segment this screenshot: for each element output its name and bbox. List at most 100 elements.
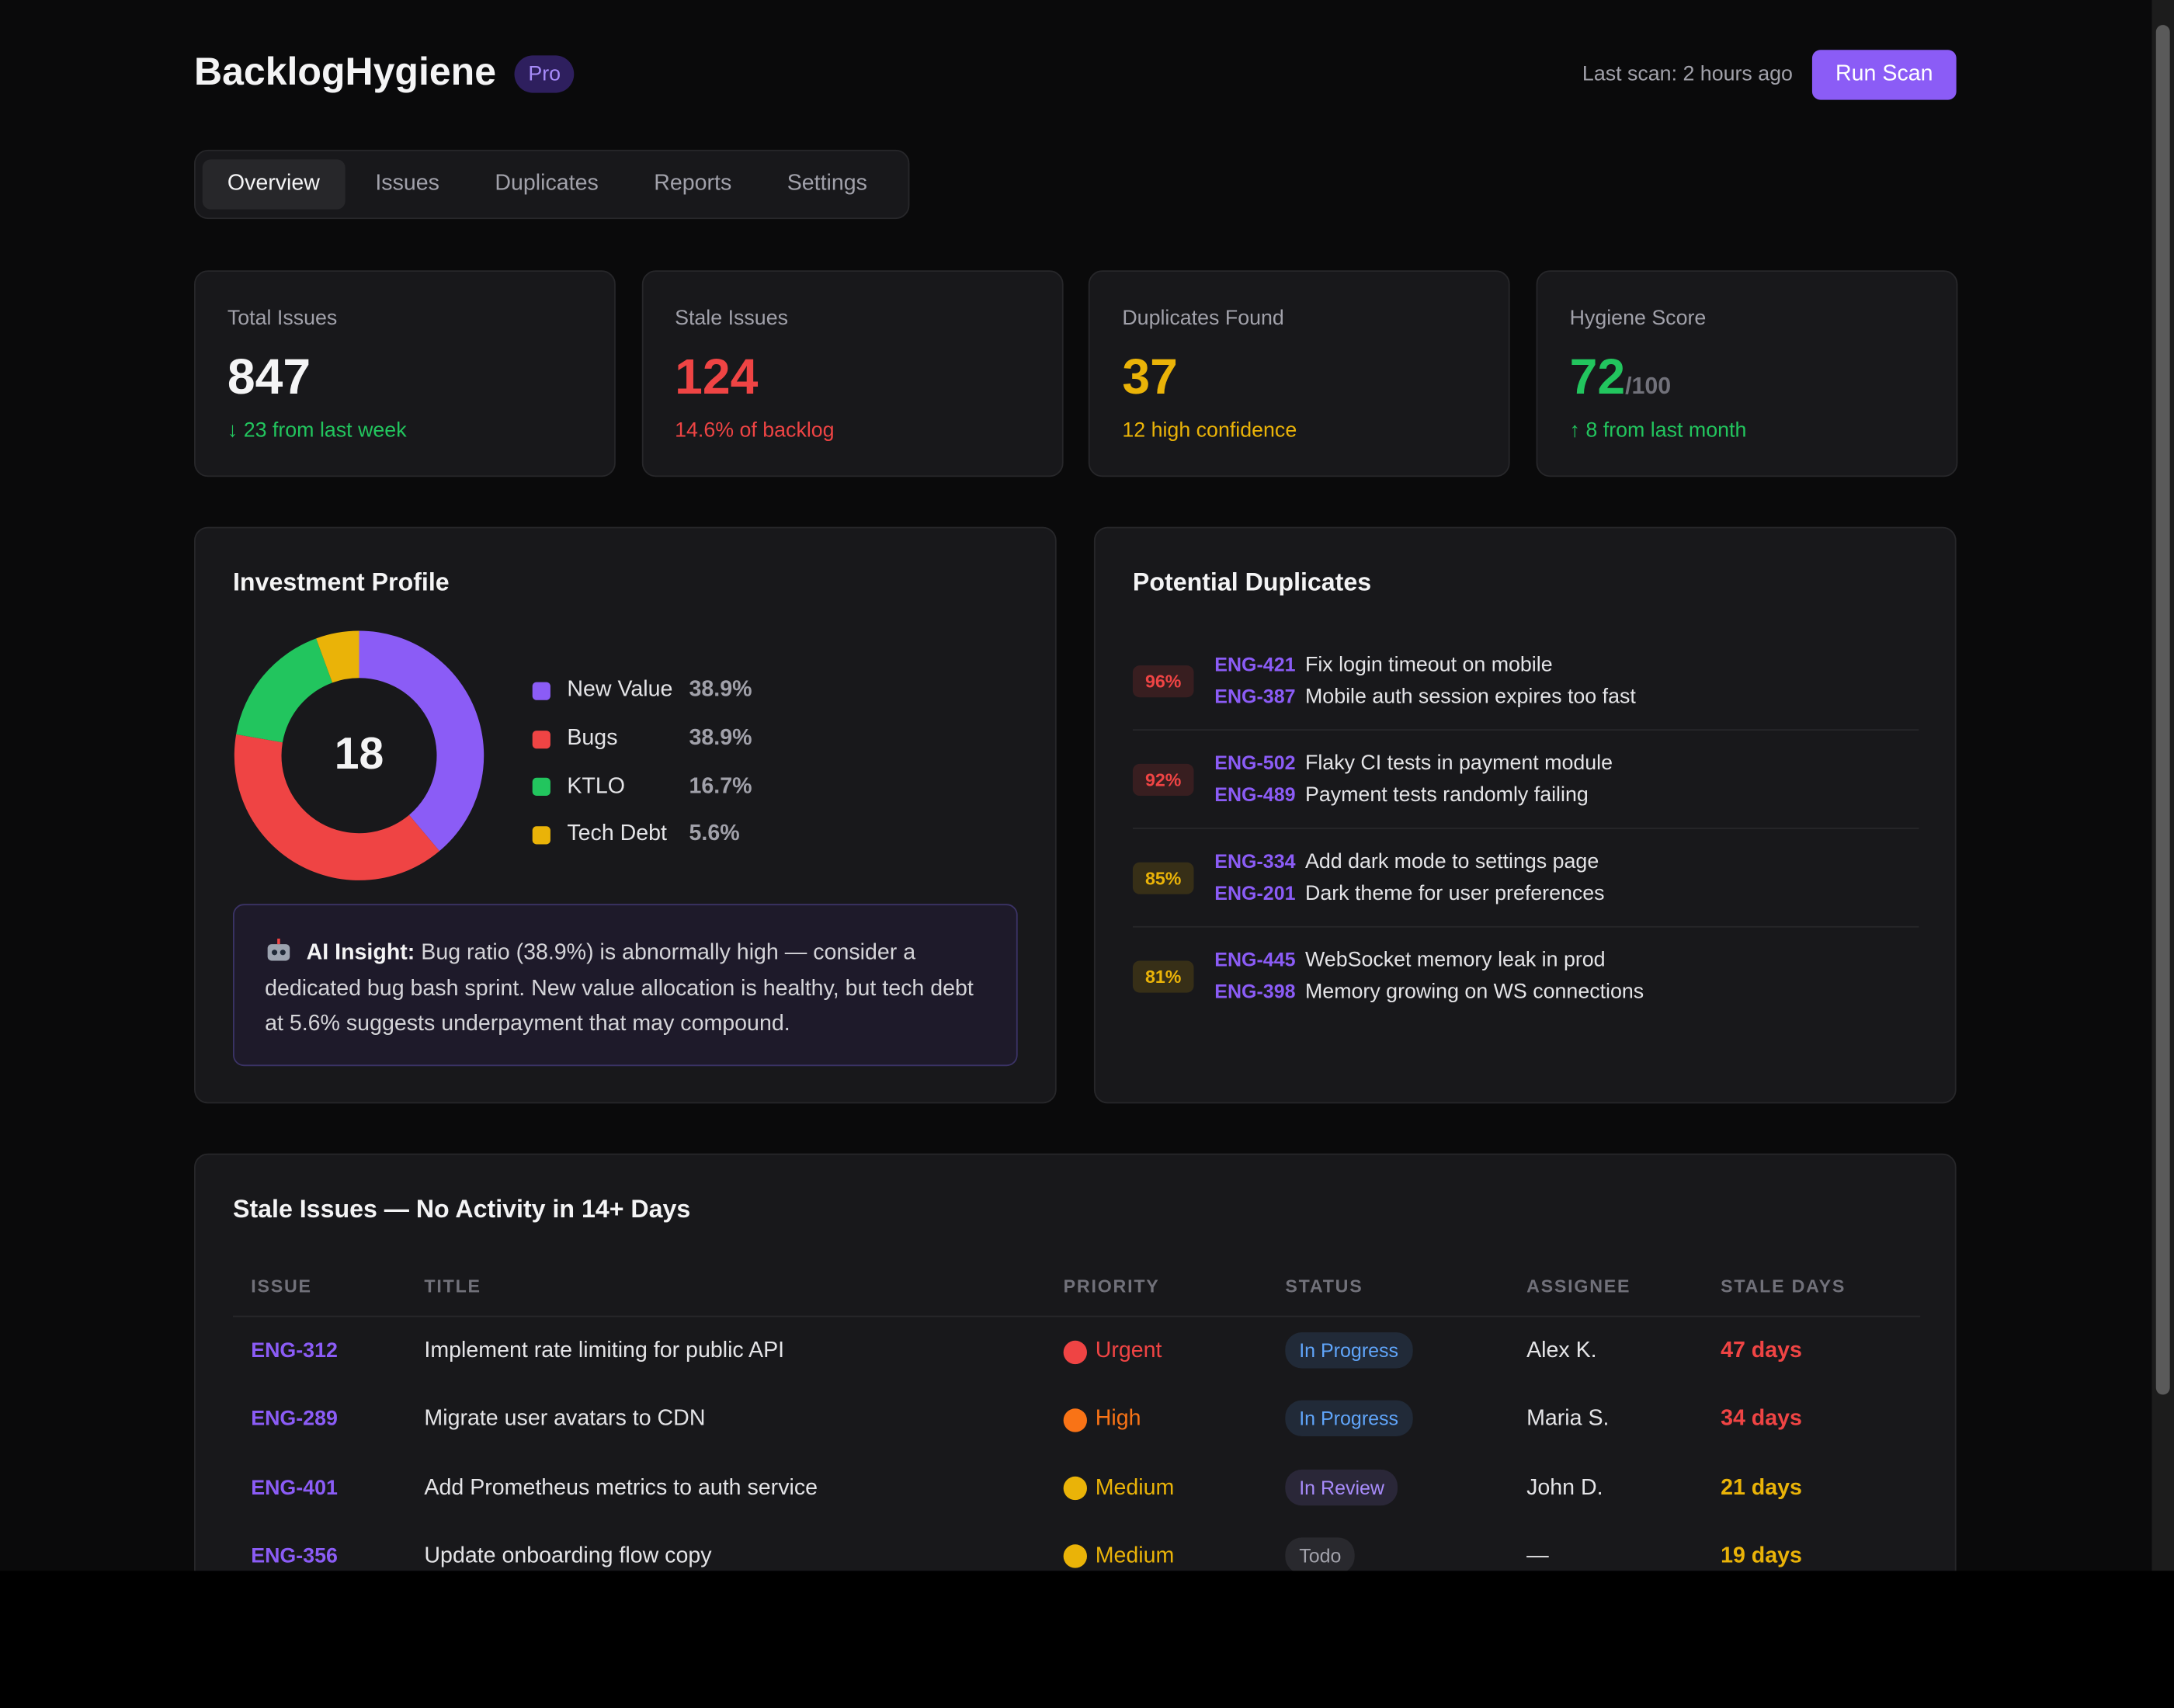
priority-dot	[1063, 1408, 1087, 1432]
tab[interactable]: Reports	[654, 172, 732, 196]
legend-name: Bugs	[567, 726, 618, 751]
robot-icon	[267, 938, 290, 961]
issue-id: ENG-445	[1214, 947, 1296, 970]
panel-title: Potential Duplicates	[1132, 568, 1372, 596]
plan-badge: Pro	[514, 55, 575, 93]
stale-days: 19 days	[1721, 1544, 1802, 1568]
priority: High	[1063, 1408, 1141, 1432]
last-scan: Last scan: 2 hours ago	[1582, 62, 1793, 86]
stat-card: Hygiene Score 72/100 ↑ 8 from last month	[1536, 270, 1958, 477]
issue-line: ENG-502 Flaky CI tests in payment module	[1214, 747, 1613, 779]
stale-days: 21 days	[1721, 1476, 1802, 1500]
status-pill: In Progress	[1285, 1401, 1412, 1437]
assignee: —	[1526, 1544, 1549, 1568]
issue-title: Add Prometheus metrics to auth service	[424, 1476, 818, 1500]
stale-panel: Stale Issues — No Activity in 14+ Days I…	[193, 1153, 1957, 1571]
stale-table: ISSUE TITLE PRIORITY STATUS ASSIGNEE STALE DA…	[232, 1260, 1921, 1571]
tab[interactable]: Duplicates	[495, 172, 599, 196]
status-pill: In Progress	[1285, 1332, 1412, 1369]
duplicate-pair[interactable]: 85% ENG-334 Add dark mode to settings page…	[1132, 829, 1919, 928]
issue-line: ENG-421 Fix login timeout on mobile	[1214, 648, 1636, 681]
donut-segment	[316, 630, 359, 683]
stat-note: ↓ 23 from last week	[227, 418, 407, 443]
stat-value-row: 847	[227, 348, 311, 406]
stat-suffix: /100	[1625, 373, 1672, 400]
confidence-badge: 92%	[1132, 763, 1194, 796]
legend-name: KTLO	[567, 774, 625, 799]
table-row[interactable]: ENG-356 Update onboarding flow copy Medium…	[233, 1522, 1920, 1571]
priority-label: Urgent	[1095, 1338, 1162, 1363]
donut-segment	[234, 734, 440, 880]
issue-line: ENG-201 Dark theme for user preferences	[1214, 877, 1604, 910]
legend-name: Tech Debt	[567, 822, 668, 847]
issue-id: ENG-312	[251, 1338, 338, 1363]
issue-id: ENG-356	[251, 1544, 338, 1568]
stat-note: ↑ 8 from last month	[1569, 418, 1747, 443]
issue-title: Migrate user avatars to CDN	[424, 1408, 706, 1432]
legend-item: Bugs 38.9%	[532, 715, 752, 763]
pair-text: ENG-445 WebSocket memory leak in prod ENG-…	[1214, 943, 1644, 1008]
legend-item: New Value 38.9%	[532, 667, 752, 715]
table-row[interactable]: ENG-312 Implement rate limiting for publi…	[233, 1317, 1920, 1385]
issue-title: Fix login timeout on mobile	[1304, 652, 1553, 676]
donut-segment	[359, 630, 484, 852]
issue-line: ENG-387 Mobile auth session expires too f…	[1214, 681, 1636, 713]
tab-bar: Overview Issues Duplicates Reports Settings	[193, 149, 910, 220]
insight-box: AI Insight: Bug ratio (38.9%) is abnorma…	[232, 904, 1018, 1067]
stat-card: Stale Issues 124 14.6% of backlog	[641, 270, 1064, 477]
legend-swatch	[532, 730, 550, 748]
stat-value-row: 37	[1122, 348, 1178, 406]
insight-text: Bug ratio (38.9%) is abnormally high — c…	[265, 941, 974, 1036]
issue-id: ENG-387	[1214, 685, 1296, 707]
column-header: PRIORITY	[1063, 1275, 1160, 1297]
stat-label: Hygiene Score	[1569, 306, 1707, 330]
issue-title: Add dark mode to settings page	[1304, 849, 1599, 873]
issue-title: Implement rate limiting for public API	[424, 1338, 785, 1363]
stat-value: 124	[675, 348, 759, 405]
stat-label: Total Issues	[227, 306, 338, 330]
status-pill: In Review	[1285, 1469, 1398, 1505]
legend-swatch	[532, 682, 550, 700]
stat-value: 37	[1122, 348, 1178, 405]
issue-title: Payment tests randomly failing	[1304, 783, 1589, 807]
run-scan-button[interactable]: Run Scan	[1811, 50, 1957, 100]
insight-label: AI Insight:	[306, 941, 415, 965]
duplicate-pair[interactable]: 81% ENG-445 WebSocket memory leak in prod E…	[1132, 928, 1919, 1025]
legend-swatch	[532, 826, 550, 845]
stat-value-row: 72/100	[1570, 348, 1672, 406]
column-header: ISSUE	[251, 1275, 312, 1297]
issue-id: ENG-489	[1214, 783, 1296, 806]
tab[interactable]: Overview	[202, 159, 346, 210]
legend-value: 16.7%	[689, 774, 752, 799]
priority-label: Medium	[1095, 1544, 1175, 1568]
scroll-thumb[interactable]	[2155, 25, 2170, 1395]
assignee: Alex K.	[1526, 1338, 1597, 1363]
column-header: STATUS	[1285, 1275, 1363, 1297]
duplicates-panel: Potential Duplicates 96% ENG-421 Fix login…	[1093, 526, 1957, 1104]
legend-value: 38.9%	[689, 678, 752, 703]
issue-line: ENG-334 Add dark mode to settings page	[1214, 845, 1604, 877]
table-row[interactable]: ENG-289 Migrate user avatars to CDN High In…	[233, 1385, 1920, 1453]
issue-id: ENG-502	[1214, 750, 1296, 773]
legend-value: 38.9%	[689, 726, 752, 751]
legend: New Value 38.9% Bugs 38.9% KTLO 16.7% Tech Deb…	[532, 667, 752, 859]
issue-id: ENG-421	[1214, 652, 1296, 675]
donut-chart: 18	[234, 630, 484, 880]
table-row[interactable]: ENG-401 Add Prometheus metrics to auth se…	[233, 1453, 1920, 1522]
priority-dot	[1063, 1544, 1087, 1569]
tab[interactable]: Settings	[787, 172, 867, 196]
priority-label: High	[1095, 1408, 1141, 1432]
stat-label: Stale Issues	[675, 306, 789, 330]
priority-label: Medium	[1095, 1476, 1175, 1500]
pair-text: ENG-502 Flaky CI tests in payment module E…	[1214, 747, 1613, 812]
tab[interactable]: Issues	[375, 172, 439, 196]
legend-name: New Value	[567, 678, 673, 703]
stat-note: 14.6% of backlog	[675, 418, 835, 443]
panel-title: Stale Issues — No Activity in 14+ Days	[232, 1195, 691, 1223]
scrollbar[interactable]	[2151, 0, 2174, 1571]
issue-id: ENG-398	[1214, 980, 1296, 1003]
confidence-badge: 96%	[1132, 665, 1194, 697]
duplicate-pair[interactable]: 96% ENG-421 Fix login timeout on mobile ENG…	[1132, 632, 1919, 731]
duplicate-pair[interactable]: 92% ENG-502 Flaky CI tests in payment modu…	[1132, 731, 1919, 829]
